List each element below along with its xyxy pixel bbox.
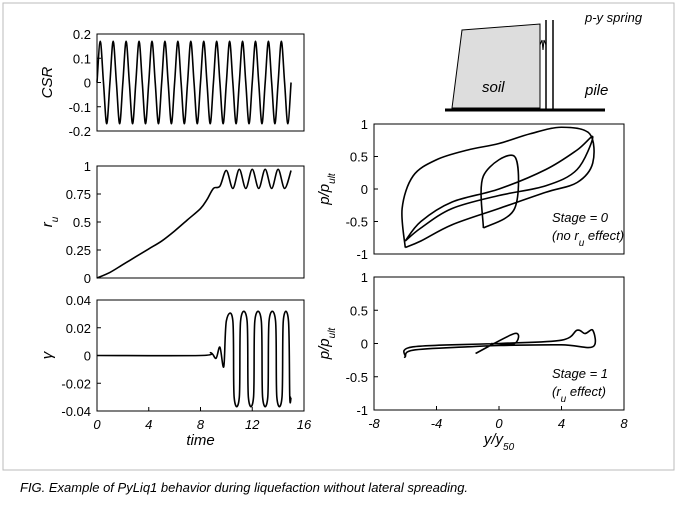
x-tick-label: 0 xyxy=(93,417,101,432)
y-tick-label: 0.02 xyxy=(66,321,91,336)
annotation-part: (no r xyxy=(552,228,579,243)
x-axis-label: y/y50 xyxy=(483,431,515,453)
y-axis-label-part: p/p xyxy=(316,338,333,360)
data-line xyxy=(401,126,595,249)
x-tick-label: 12 xyxy=(245,417,260,432)
x-tick-label: 8 xyxy=(197,417,205,432)
y-tick-label: 0.75 xyxy=(66,187,91,202)
y-tick-label: 0 xyxy=(361,337,368,352)
x-tick-label: 8 xyxy=(620,416,628,431)
y-tick-label: 0.5 xyxy=(350,150,368,165)
y-tick-label: 0.5 xyxy=(350,303,368,318)
annotation: Stage = 0 xyxy=(552,210,609,225)
y-tick-label: -0.5 xyxy=(346,370,368,385)
y-axis-label-part: u xyxy=(50,216,61,222)
y-tick-label: 0.04 xyxy=(66,293,91,308)
x-axis-label-part: y/y xyxy=(483,431,505,448)
y-tick-label: -0.04 xyxy=(61,404,91,419)
y-axis-label: p/pult xyxy=(316,327,338,361)
y-tick-label: 1 xyxy=(84,159,91,174)
annotation-part: u xyxy=(561,394,567,405)
y-axis-label-part: ult xyxy=(327,172,338,184)
y-tick-label: 0.1 xyxy=(73,51,91,66)
pile-label: pile xyxy=(584,82,608,99)
x-tick-label: -8 xyxy=(368,416,380,431)
y-axis-label: CSR xyxy=(39,66,56,98)
spring xyxy=(539,39,547,51)
annotation: (ru effect) xyxy=(552,384,606,405)
y-axis-label-part: p/p xyxy=(316,184,333,206)
data-line xyxy=(96,310,292,408)
annotation: (no ru effect) xyxy=(552,228,624,249)
y-tick-label: -0.1 xyxy=(69,100,91,115)
y-tick-label: -1 xyxy=(356,247,368,262)
x-tick-label: 16 xyxy=(297,417,312,432)
x-tick-label: 4 xyxy=(145,417,152,432)
y-tick-label: 0 xyxy=(84,76,91,91)
annotation-part: u xyxy=(579,238,585,249)
diagram: p-y spring soil pile xyxy=(445,10,643,112)
y-tick-label: 0 xyxy=(84,271,91,286)
y-tick-label: 0.5 xyxy=(73,215,91,230)
y-tick-label: 0 xyxy=(361,182,368,197)
y-axis-label-part: ult xyxy=(327,327,338,339)
y-tick-label: 0.2 xyxy=(73,27,91,42)
x-axis-label-part: time xyxy=(186,432,214,449)
soil-label: soil xyxy=(482,79,505,96)
y-tick-label: -1 xyxy=(356,403,368,418)
y-tick-label: -0.02 xyxy=(61,376,91,391)
x-tick-label: 0 xyxy=(495,416,503,431)
annotation-part: (r xyxy=(552,384,561,399)
y-tick-label: 1 xyxy=(361,117,368,132)
y-tick-label: 0.25 xyxy=(66,243,91,258)
y-axis-label: ru xyxy=(39,216,61,227)
annotation-part: effect) xyxy=(566,384,606,399)
x-axis-label: time xyxy=(186,432,214,449)
y-tick-label: -0.5 xyxy=(346,215,368,230)
x-axis-label-part: 50 xyxy=(503,442,515,453)
y-tick-label: -0.2 xyxy=(69,124,91,139)
spring-label: p-y spring xyxy=(584,10,643,25)
annotation: Stage = 1 xyxy=(552,366,608,381)
y-tick-label: 0 xyxy=(84,349,91,364)
data-line xyxy=(402,328,597,359)
caption: FIG. Example of PyLiq1 behavior during l… xyxy=(20,480,468,495)
data-line xyxy=(96,168,292,279)
y-tick-label: 1 xyxy=(361,270,368,285)
annotation-part: effect) xyxy=(584,228,624,243)
y-axis-label: γ xyxy=(39,350,56,359)
soil-block xyxy=(451,23,541,109)
y-axis-label: p/pult xyxy=(316,172,338,206)
data-line xyxy=(96,40,292,125)
figure-border xyxy=(2,2,675,471)
y-axis-label-part: γ xyxy=(39,350,56,359)
y-axis-label-part: CSR xyxy=(39,66,56,98)
x-tick-label: -4 xyxy=(431,416,443,431)
y-axis-label-part: r xyxy=(39,221,56,227)
x-tick-label: 4 xyxy=(558,416,565,431)
